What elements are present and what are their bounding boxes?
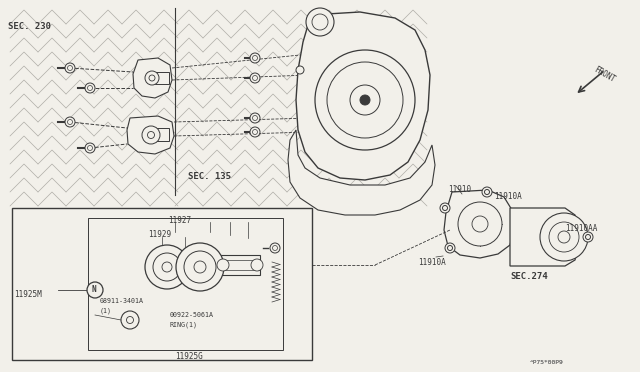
Circle shape <box>586 234 591 240</box>
Text: RING(1): RING(1) <box>170 321 198 327</box>
Circle shape <box>250 127 260 137</box>
Circle shape <box>121 311 139 329</box>
Circle shape <box>142 126 160 144</box>
Polygon shape <box>510 208 578 266</box>
Circle shape <box>583 232 593 242</box>
Circle shape <box>194 261 206 273</box>
Circle shape <box>350 85 380 115</box>
Polygon shape <box>288 130 435 215</box>
Circle shape <box>88 86 93 90</box>
Circle shape <box>558 231 570 243</box>
Text: ^P75*00P9: ^P75*00P9 <box>530 360 564 365</box>
Circle shape <box>472 216 488 232</box>
Text: SEC. 230: SEC. 230 <box>8 22 51 31</box>
Circle shape <box>445 243 455 253</box>
Text: 00922-5061A: 00922-5061A <box>170 312 214 318</box>
Text: (1): (1) <box>100 307 112 314</box>
Text: 11910A: 11910A <box>494 192 522 201</box>
Circle shape <box>253 55 257 61</box>
Text: SEC.274: SEC.274 <box>510 272 548 281</box>
Circle shape <box>484 189 490 195</box>
Circle shape <box>251 259 263 271</box>
Text: 11910: 11910 <box>448 185 471 194</box>
Circle shape <box>447 246 452 250</box>
Text: ^P75*00P9: ^P75*00P9 <box>530 360 564 365</box>
Polygon shape <box>444 190 514 258</box>
Bar <box>155 128 169 141</box>
Circle shape <box>458 202 502 246</box>
Circle shape <box>184 251 216 283</box>
Text: FRONT: FRONT <box>593 65 617 84</box>
Circle shape <box>217 259 229 271</box>
Circle shape <box>88 145 93 151</box>
Circle shape <box>176 243 224 291</box>
Text: 11927: 11927 <box>168 216 191 225</box>
Circle shape <box>65 117 75 127</box>
Circle shape <box>67 65 72 71</box>
Circle shape <box>482 187 492 197</box>
Circle shape <box>85 143 95 153</box>
Circle shape <box>147 131 154 138</box>
Circle shape <box>162 262 172 272</box>
Text: 11910AA: 11910AA <box>565 224 597 233</box>
Circle shape <box>442 205 447 211</box>
Circle shape <box>67 119 72 125</box>
Circle shape <box>127 317 134 324</box>
Circle shape <box>85 83 95 93</box>
Circle shape <box>250 53 260 63</box>
Circle shape <box>153 253 181 281</box>
Circle shape <box>312 14 328 30</box>
Polygon shape <box>133 58 172 98</box>
Circle shape <box>549 222 579 252</box>
Circle shape <box>540 213 588 261</box>
Text: 11925G: 11925G <box>175 352 203 361</box>
Circle shape <box>360 95 370 105</box>
Bar <box>88 218 283 350</box>
Text: 11910A: 11910A <box>418 258 445 267</box>
Circle shape <box>315 50 415 150</box>
Text: N: N <box>92 285 97 294</box>
Bar <box>220 255 260 275</box>
Circle shape <box>306 8 334 36</box>
Circle shape <box>250 73 260 83</box>
Circle shape <box>296 66 304 74</box>
Circle shape <box>87 282 103 298</box>
Circle shape <box>149 75 155 81</box>
Text: 08911-3401A: 08911-3401A <box>100 298 144 304</box>
Circle shape <box>273 246 278 250</box>
Circle shape <box>253 115 257 121</box>
Text: 11925M: 11925M <box>14 290 42 299</box>
Text: SEC. 135: SEC. 135 <box>188 172 231 181</box>
Bar <box>12 208 312 360</box>
Polygon shape <box>296 12 430 180</box>
Text: 11929: 11929 <box>148 230 171 239</box>
Circle shape <box>145 245 189 289</box>
Circle shape <box>65 63 75 73</box>
Circle shape <box>145 71 159 85</box>
Circle shape <box>327 62 403 138</box>
Polygon shape <box>127 116 174 154</box>
Circle shape <box>253 129 257 135</box>
Circle shape <box>440 203 450 213</box>
Circle shape <box>253 76 257 80</box>
Circle shape <box>250 113 260 123</box>
Bar <box>155 72 169 84</box>
Circle shape <box>270 243 280 253</box>
